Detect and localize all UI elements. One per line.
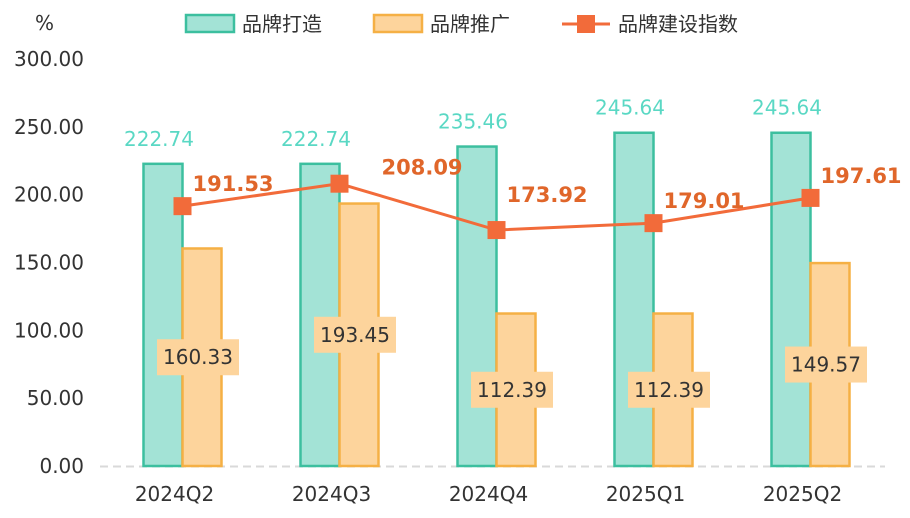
legend: 品牌打造 品牌推广 品牌建设指数: [184, 12, 738, 36]
y-tick-label: 100.00: [14, 318, 84, 342]
data-label-brand-promotion: 160.33: [163, 345, 233, 369]
data-label-box-brand-promotion: [157, 339, 239, 376]
marker-brand-index: [173, 197, 192, 216]
marker-brand-index: [644, 214, 663, 233]
data-label-box-brand-promotion: [314, 316, 396, 353]
y-tick-label: 0.00: [39, 454, 84, 478]
data-label-brand-building: 222.74: [281, 127, 351, 151]
y-tick-label: 200.00: [14, 183, 84, 207]
y-tick-label: 50.00: [27, 386, 84, 410]
data-label-box-brand-promotion: [785, 346, 867, 383]
data-label-brand-building: 245.64: [752, 96, 822, 120]
legend-label: 品牌打造: [242, 12, 322, 36]
data-label-brand-promotion: 193.45: [320, 323, 390, 347]
legend-label: 品牌建设指数: [618, 12, 738, 36]
bar-brand-building: [299, 162, 341, 468]
legend-swatch: [184, 13, 236, 34]
legend-label: 品牌推广: [430, 12, 510, 36]
marker-brand-index: [801, 188, 820, 207]
bar-brand-building: [613, 131, 655, 468]
bar-brand-building: [456, 145, 498, 468]
x-axis: 2024Q2 2024Q3 2024Q4 2025Q1 2025Q2: [135, 482, 842, 506]
legend-swatch: [372, 13, 424, 34]
marker-brand-index: [330, 174, 349, 193]
x-tick-label: 2024Q3: [292, 482, 371, 506]
data-label-brand-index: 191.53: [193, 172, 274, 196]
y-axis: 0.00 50.00 100.00 150.00 200.00 250.00 300.00: [14, 47, 84, 478]
x-tick-label: 2024Q2: [135, 482, 214, 506]
data-label-brand-building: 222.74: [124, 127, 194, 151]
data-label-brand-promotion: 149.57: [791, 353, 861, 377]
y-unit-label: %: [35, 11, 54, 35]
marker-brand-index: [487, 221, 506, 240]
data-label-brand-index: 179.01: [664, 189, 745, 213]
y-tick-label: 300.00: [14, 47, 84, 71]
data-label-brand-promotion: 112.39: [634, 378, 704, 402]
x-tick-label: 2024Q4: [449, 482, 528, 506]
data-label-box-brand-promotion: [628, 371, 710, 408]
x-tick-label: 2025Q1: [606, 482, 685, 506]
data-label-brand-promotion: 112.39: [477, 378, 547, 402]
data-label-brand-building: 235.46: [438, 110, 508, 134]
data-label-brand-index: 208.09: [382, 156, 463, 180]
data-label-box-brand-promotion: [471, 371, 553, 408]
legend-item-brand-index: 品牌建设指数: [562, 12, 738, 36]
data-labels: 222.74 160.33 222.74 193.45 235.46 112.39 245.…: [124, 96, 902, 408]
x-tick-label: 2025Q2: [763, 482, 842, 506]
bar-brand-building: [770, 131, 812, 468]
data-label-brand-index: 197.61: [821, 164, 902, 188]
y-tick-label: 250.00: [14, 115, 84, 139]
data-label-brand-building: 245.64: [595, 96, 665, 120]
index-line: [173, 174, 820, 240]
legend-item-brand-building: 品牌打造: [184, 12, 322, 36]
legend-item-brand-promotion: 品牌推广: [372, 12, 510, 36]
legend-marker: [577, 15, 595, 33]
y-tick-label: 150.00: [14, 251, 84, 275]
data-label-brand-index: 173.92: [507, 183, 588, 207]
